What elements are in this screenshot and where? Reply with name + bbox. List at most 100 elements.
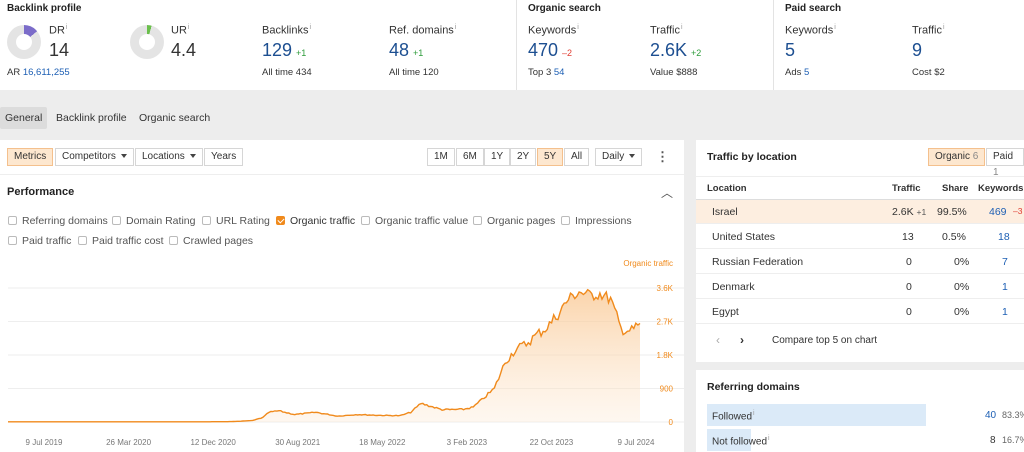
- range-6m-button[interactable]: 6M: [456, 148, 484, 166]
- range-5y-button[interactable]: 5Y: [537, 148, 564, 166]
- ads-value[interactable]: 5: [804, 67, 810, 78]
- checkbox-box: [473, 216, 482, 225]
- checkbox-box: [8, 236, 17, 245]
- top3-value[interactable]: 54: [553, 67, 565, 78]
- checkbox-organic-traffic[interactable]: Organic traffic: [276, 215, 355, 227]
- info-icon[interactable]: i: [942, 24, 945, 31]
- checkbox-crawled-pages[interactable]: Crawled pages: [169, 235, 253, 247]
- backlinks-label[interactable]: Backlinksi: [262, 24, 312, 37]
- metrics-button[interactable]: Metrics: [7, 148, 54, 166]
- table-row[interactable]: Denmark 0 0% 1: [696, 275, 1024, 299]
- checkbox-checked-icon: [276, 216, 285, 225]
- paid-keywords-value[interactable]: 5: [785, 40, 796, 60]
- backlinks-value-row: 129 +1: [262, 40, 306, 61]
- ur-label[interactable]: URi: [171, 24, 190, 37]
- checkbox-domain-rating[interactable]: Domain Rating: [112, 215, 195, 227]
- followed-row[interactable]: Followedi 40 83.3%: [707, 404, 1024, 426]
- organic-traffic-chart[interactable]: Organic traffic 3.6K 2.7K 1.8K 900 0 9 Jul 2…: [0, 260, 684, 450]
- collapse-chevron-icon[interactable]: ︿: [661, 186, 674, 200]
- info-icon[interactable]: i: [187, 24, 190, 31]
- traffic-cell: 0: [906, 306, 912, 318]
- paid-keywords-label[interactable]: Keywordsi: [785, 24, 836, 37]
- col-keywords[interactable]: Keywords: [978, 183, 1024, 194]
- ar-value[interactable]: 16,611,255: [22, 67, 70, 78]
- range-1y-button[interactable]: 1Y: [484, 148, 511, 166]
- traffic-cell: 0: [906, 256, 912, 268]
- x-tick-label: 22 Oct 2023: [530, 438, 574, 447]
- info-icon[interactable]: i: [577, 24, 579, 31]
- checkbox-referring-domains[interactable]: Referring domains: [8, 215, 108, 227]
- traffic-by-location-panel: Traffic by location Organic 6 Paid 1 Loc…: [696, 140, 1024, 362]
- col-share[interactable]: Share: [942, 183, 969, 194]
- tab-organic-search[interactable]: Organic search: [139, 112, 211, 124]
- traffic-by-location-title: Traffic by location: [707, 151, 797, 163]
- next-page-icon[interactable]: ›: [740, 333, 744, 347]
- paid-toggle[interactable]: Paid 1: [986, 148, 1024, 178]
- tab-general[interactable]: General: [0, 107, 48, 129]
- tabs-bar: [0, 90, 1024, 140]
- table-row[interactable]: United States 13 0.5% 18: [696, 225, 1024, 249]
- info-icon[interactable]: i: [768, 435, 770, 442]
- organic-keywords-label[interactable]: Keywordsi: [528, 24, 579, 37]
- table-row[interactable]: Egypt 0 0% 1: [696, 300, 1024, 324]
- backlinks-change: +1: [296, 48, 307, 58]
- organic-toggle[interactable]: Organic 6: [928, 148, 986, 166]
- info-icon[interactable]: i: [834, 24, 836, 31]
- top3-line: Top 3 54: [528, 67, 565, 78]
- years-button[interactable]: Years: [204, 148, 244, 166]
- table-row[interactable]: Israel 2.6K +1 99.5% 469 –3: [696, 200, 1024, 224]
- performance-title: Performance: [7, 186, 75, 198]
- backlink-profile-title: Backlink profile: [7, 3, 82, 14]
- checkbox-impressions[interactable]: Impressions: [561, 215, 632, 227]
- ref-domains-value[interactable]: 48: [389, 40, 410, 60]
- col-traffic[interactable]: Traffic: [892, 183, 921, 194]
- ads-line: Ads 5: [785, 67, 810, 78]
- share-cell: 0%: [954, 306, 970, 318]
- interval-dropdown[interactable]: Daily: [595, 148, 643, 166]
- checkbox-paid-traffic[interactable]: Paid traffic: [8, 235, 71, 247]
- more-options-icon[interactable]: ⋮: [656, 149, 669, 164]
- paid-traffic-label[interactable]: Traffici: [912, 24, 945, 37]
- not-followed-bar: [707, 429, 751, 451]
- col-location[interactable]: Location: [707, 183, 747, 194]
- organic-traffic-change: +2: [691, 48, 702, 58]
- checkbox-box: [169, 236, 178, 245]
- info-icon[interactable]: i: [753, 410, 755, 417]
- dr-label[interactable]: DRi: [49, 24, 68, 37]
- competitors-dropdown[interactable]: Competitors: [55, 148, 134, 166]
- organic-traffic-value[interactable]: 2.6K: [650, 40, 688, 60]
- followed-value: 40: [985, 410, 997, 421]
- share-cell: 0.5%: [942, 231, 966, 243]
- not-followed-row[interactable]: Not followedi 8 16.7%: [707, 429, 1024, 451]
- checkbox-paid-traffic-cost[interactable]: Paid traffic cost: [78, 235, 164, 247]
- table-row[interactable]: Russian Federation 0 0% 7: [696, 250, 1024, 274]
- checkbox-url-rating[interactable]: URL Rating: [202, 215, 270, 227]
- info-icon[interactable]: i: [65, 24, 68, 31]
- range-all-button[interactable]: All: [564, 148, 590, 166]
- traffic-cell: 13: [902, 231, 914, 243]
- prev-page-icon[interactable]: ‹: [716, 333, 720, 347]
- tab-backlink-profile[interactable]: Backlink profile: [56, 112, 127, 124]
- traffic-value-line: Value $888: [650, 67, 698, 78]
- y-tick-label: 3.6K: [657, 284, 674, 293]
- organic-traffic-label[interactable]: Traffici: [650, 24, 683, 37]
- checkbox-box: [202, 216, 211, 225]
- share-cell: 0%: [954, 256, 970, 268]
- info-icon[interactable]: i: [454, 24, 457, 31]
- checkbox-organic-traffic-value[interactable]: Organic traffic value: [361, 215, 468, 227]
- paid-traffic-value[interactable]: 9: [912, 40, 923, 60]
- range-1m-button[interactable]: 1M: [427, 148, 455, 166]
- backlinks-value[interactable]: 129: [262, 40, 293, 60]
- range-2y-button[interactable]: 2Y: [510, 148, 537, 166]
- ref-domains-label[interactable]: Ref. domainsi: [389, 24, 457, 37]
- locations-dropdown[interactable]: Locations: [135, 148, 203, 166]
- chevron-down-icon: [629, 154, 636, 159]
- toolbar-divider: [0, 174, 684, 175]
- organic-search-title: Organic search: [528, 3, 601, 14]
- info-icon[interactable]: i: [680, 24, 683, 31]
- checkbox-organic-pages[interactable]: Organic pages: [473, 215, 555, 227]
- x-tick-label: 9 Jul 2019: [26, 438, 63, 447]
- info-icon[interactable]: i: [309, 24, 312, 31]
- organic-keywords-value[interactable]: 470: [528, 40, 559, 60]
- compare-top5-link[interactable]: Compare top 5 on chart: [772, 335, 878, 346]
